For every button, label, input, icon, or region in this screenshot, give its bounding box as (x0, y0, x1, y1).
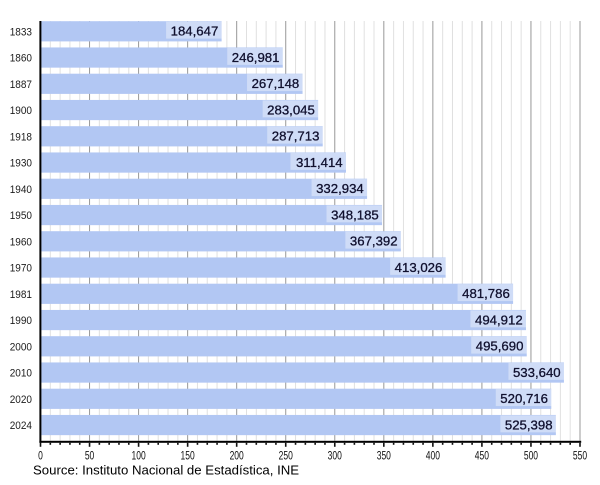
svg-text:481,786: 481,786 (462, 286, 510, 301)
svg-text:311,414: 311,414 (296, 155, 343, 170)
svg-text:1990: 1990 (10, 315, 32, 327)
svg-text:287,713: 287,713 (272, 129, 320, 144)
svg-text:1981: 1981 (10, 289, 32, 301)
svg-text:350: 350 (377, 448, 391, 462)
svg-text:400: 400 (426, 448, 440, 462)
svg-text:1950: 1950 (10, 210, 32, 222)
svg-text:348,185: 348,185 (331, 207, 379, 222)
svg-text:246,981: 246,981 (232, 50, 280, 65)
svg-text:2024: 2024 (10, 420, 32, 432)
svg-text:533,640: 533,640 (513, 365, 561, 380)
svg-text:450: 450 (475, 448, 489, 462)
svg-text:184,647: 184,647 (171, 24, 219, 39)
svg-text:150: 150 (181, 448, 195, 462)
svg-text:Source: Instituto Nacional de: Source: Instituto Nacional de Estadístic… (33, 463, 299, 478)
svg-text:2010: 2010 (10, 368, 32, 380)
svg-text:1918: 1918 (10, 131, 32, 143)
svg-text:500: 500 (524, 448, 538, 462)
svg-text:283,045: 283,045 (267, 102, 315, 117)
svg-text:1940: 1940 (10, 184, 32, 196)
svg-text:100: 100 (131, 448, 145, 462)
svg-text:495,690: 495,690 (476, 339, 524, 354)
svg-text:0: 0 (38, 448, 43, 462)
svg-text:520,716: 520,716 (500, 391, 548, 406)
svg-text:1930: 1930 (10, 158, 32, 170)
svg-text:525,398: 525,398 (505, 417, 553, 432)
svg-text:332,934: 332,934 (316, 181, 364, 196)
svg-text:1887: 1887 (10, 79, 32, 91)
svg-text:267,148: 267,148 (252, 76, 300, 91)
svg-text:2020: 2020 (10, 394, 32, 406)
svg-text:1900: 1900 (10, 105, 32, 117)
svg-text:1860: 1860 (10, 53, 32, 65)
svg-text:413,026: 413,026 (395, 260, 443, 275)
svg-text:250: 250 (279, 448, 293, 462)
svg-text:367,392: 367,392 (350, 234, 398, 249)
svg-text:300: 300 (328, 448, 342, 462)
svg-text:1960: 1960 (10, 236, 32, 248)
svg-text:200: 200 (230, 448, 244, 462)
svg-text:1970: 1970 (10, 263, 32, 275)
svg-text:494,912: 494,912 (475, 312, 523, 327)
svg-text:2000: 2000 (10, 341, 32, 353)
svg-text:1833: 1833 (10, 26, 32, 38)
svg-text:50: 50 (85, 448, 95, 462)
svg-text:550: 550 (573, 448, 587, 462)
